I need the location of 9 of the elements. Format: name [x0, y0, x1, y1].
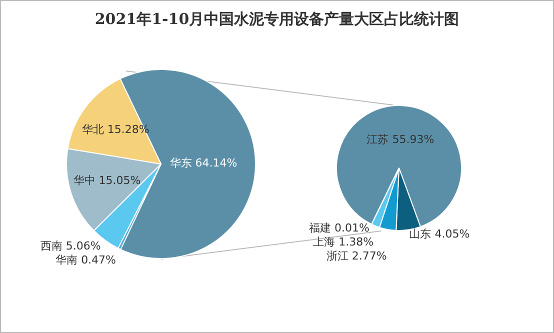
slice-label: 华东 64.14% [170, 156, 238, 170]
slice-label: 山东 4.05% [409, 228, 470, 241]
slice-label: 浙江 2.77% [326, 250, 387, 263]
slice-label: 西南 5.06% [40, 239, 101, 252]
chart-title: 2021年1-10月中国水泥专用设备产量大区占比统计图 [94, 10, 460, 29]
slice-label: 上海 1.38% [313, 236, 374, 249]
slice-label: 华南 0.47% [56, 253, 116, 266]
slice-label: 江苏 55.93% [366, 132, 434, 146]
slice-label: 福建 0.01% [308, 222, 370, 235]
